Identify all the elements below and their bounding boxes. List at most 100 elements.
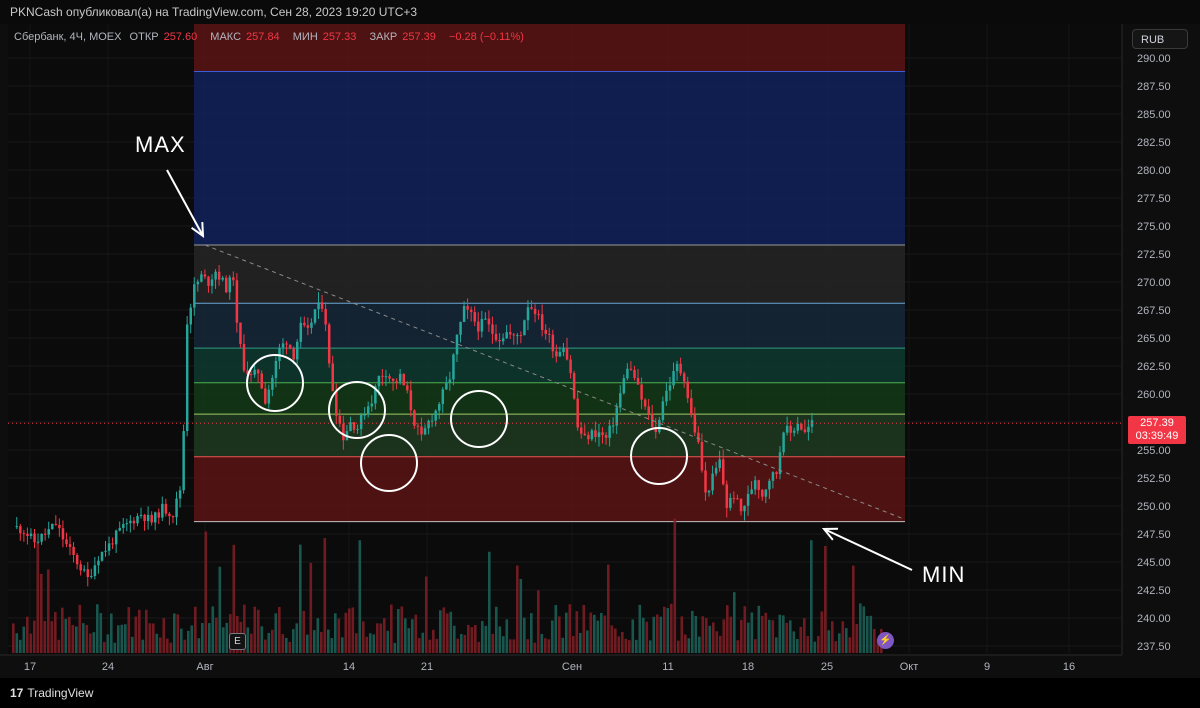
volume-bar — [334, 613, 337, 653]
highlight-circle — [246, 354, 304, 412]
candle-body — [335, 391, 338, 416]
candle-body — [235, 280, 239, 323]
candle-body — [296, 341, 299, 360]
volume-bar — [705, 618, 708, 653]
volume-bar — [845, 628, 848, 653]
volume-bar — [607, 564, 610, 653]
earnings-badge[interactable]: E — [229, 633, 246, 650]
volume-bar — [659, 616, 663, 653]
volume-bar — [694, 615, 698, 653]
volume-bar — [561, 637, 565, 653]
candle-body — [200, 274, 203, 282]
volume-bar — [467, 624, 470, 653]
volume-bar — [78, 604, 82, 653]
candle-body — [796, 423, 800, 431]
max-arrow-head — [191, 221, 205, 239]
volume-bar — [673, 518, 677, 653]
volume-bar — [211, 606, 215, 653]
candle-body — [711, 473, 714, 491]
candle-body — [448, 379, 452, 383]
candle-body — [232, 277, 235, 281]
candle-body — [590, 430, 594, 440]
volume-bar — [824, 545, 827, 653]
price-tick-label: 265.00 — [1137, 333, 1171, 345]
volume-bar — [642, 617, 645, 653]
candle-body — [118, 527, 121, 531]
high-value: 257.84 — [246, 31, 280, 43]
price-tick-label: 287.50 — [1137, 81, 1171, 93]
candle-body — [516, 335, 519, 337]
candle-body — [36, 541, 40, 543]
symbol-line: Сбербанк, 4Ч, MOEX — [14, 31, 122, 43]
candle-body — [306, 325, 310, 328]
volume-bar — [313, 630, 316, 653]
volume-bar — [61, 607, 64, 653]
candle-body — [406, 385, 409, 391]
candle-body — [697, 432, 700, 442]
candle-body — [459, 321, 462, 335]
volume-bar — [316, 618, 320, 653]
candle-body — [398, 373, 402, 382]
time-tick-label: 11 — [662, 661, 673, 673]
candle-body — [388, 376, 391, 379]
candle-body — [714, 468, 718, 474]
candle-body — [427, 420, 430, 429]
candle-body — [807, 426, 810, 433]
volume-bar — [278, 606, 281, 653]
volume-bar — [715, 631, 719, 653]
volume-bar — [250, 633, 253, 653]
candle-body — [746, 493, 750, 506]
volume-bar — [649, 640, 652, 653]
candle-body — [768, 480, 771, 490]
time-axis-panel — [0, 655, 1200, 678]
candle-body — [658, 419, 661, 433]
volume-bar — [110, 613, 113, 653]
volume-bar — [397, 609, 400, 653]
volume-bar — [169, 642, 173, 653]
candle-body — [572, 373, 576, 399]
volume-bar — [36, 542, 40, 653]
candle-body — [359, 414, 363, 429]
volume-bar — [453, 625, 456, 653]
volume-bar — [586, 630, 589, 653]
candle-body — [384, 376, 388, 378]
candle-body — [718, 459, 721, 469]
volume-bar — [285, 637, 288, 653]
candle-body — [122, 524, 125, 528]
volume-bar — [656, 614, 659, 653]
publisher-bar: PKNCash опубликовал(а) на TradingView.co… — [0, 0, 1200, 24]
volume-bar — [614, 628, 617, 653]
volume-bar — [68, 616, 71, 653]
candle-body — [594, 430, 597, 438]
candle-body — [540, 314, 544, 330]
volume-bar — [572, 635, 575, 653]
volume-bar — [204, 531, 208, 653]
candle-body — [132, 520, 136, 524]
candle-body — [274, 360, 278, 378]
candle-body — [771, 472, 775, 481]
price-tick-label: 277.50 — [1137, 193, 1171, 205]
volume-bar — [47, 569, 50, 653]
candle-body — [793, 430, 796, 433]
volume-bar — [12, 623, 15, 653]
candle-body — [434, 410, 437, 421]
candle-body — [753, 480, 757, 490]
volume-bar — [120, 624, 124, 653]
volume-bar — [516, 565, 519, 653]
tradingview-logo[interactable]: 17 TradingView — [10, 686, 93, 700]
volume-bar — [876, 638, 880, 653]
currency-selector[interactable]: RUB — [1132, 29, 1188, 49]
close-label: ЗАКР — [369, 31, 398, 43]
volume-bar — [530, 613, 533, 653]
volume-bar — [495, 606, 498, 653]
volume-bar — [71, 624, 75, 653]
low-value: 257.33 — [322, 31, 357, 43]
candle-body — [377, 375, 381, 387]
volume-bar — [131, 636, 134, 653]
volume-bar — [92, 632, 96, 653]
candle-body — [800, 423, 803, 430]
volume-bar — [666, 608, 670, 653]
bolt-icon[interactable]: ⚡ — [877, 632, 894, 649]
min-arrow — [823, 528, 913, 571]
